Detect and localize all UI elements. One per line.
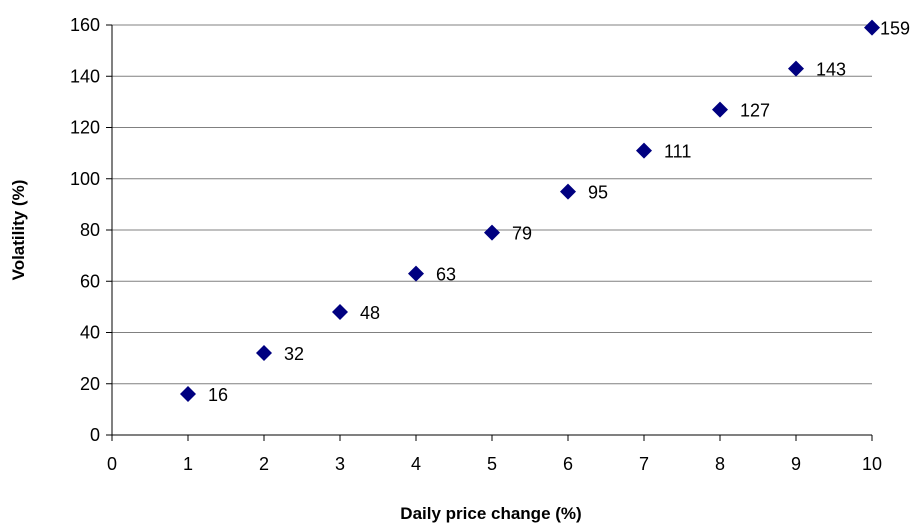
y-tick-label: 20 [80, 374, 100, 394]
x-tick-label: 10 [862, 454, 882, 474]
data-points [180, 19, 880, 402]
x-tick-label: 0 [107, 454, 117, 474]
data-point [712, 101, 728, 118]
data-point [864, 19, 880, 36]
data-point [256, 345, 272, 361]
x-tick-label: 9 [791, 454, 801, 474]
x-axis-title: Daily price change (%) [400, 504, 581, 523]
data-label: 159 [880, 19, 910, 39]
y-tick-label: 120 [70, 118, 100, 138]
data-label: 79 [512, 224, 532, 244]
data-label: 16 [208, 385, 228, 405]
data-label: 143 [816, 60, 846, 80]
data-point [560, 183, 576, 200]
y-tick-label: 40 [80, 323, 100, 343]
data-labels: 16 32 48 63 79 95 111 127 143 159 [208, 19, 910, 405]
data-point [788, 60, 804, 77]
data-label: 95 [588, 183, 608, 203]
data-point [408, 265, 424, 282]
data-label: 63 [436, 265, 456, 285]
data-point [636, 142, 652, 159]
x-tick-label: 2 [259, 454, 269, 474]
data-point [332, 304, 348, 320]
y-tick-label: 80 [80, 220, 100, 240]
data-label: 48 [360, 303, 380, 323]
tick-labels: 0 20 40 60 80 100 120 140 160 0 1 2 3 4 5 6 7 8 9 10 [70, 15, 882, 474]
data-point [484, 224, 500, 241]
x-tick-label: 7 [639, 454, 649, 474]
gridlines [112, 24, 872, 385]
y-axis-title: Volatility (%) [9, 180, 28, 281]
x-tick-label: 5 [487, 454, 497, 474]
data-point [180, 386, 196, 402]
y-tick-label: 60 [80, 271, 100, 291]
x-tick-label: 8 [715, 454, 725, 474]
ticks [106, 24, 873, 441]
x-tick-label: 4 [411, 454, 421, 474]
x-tick-label: 3 [335, 454, 345, 474]
y-tick-label: 100 [70, 169, 100, 189]
y-tick-label: 140 [70, 66, 100, 86]
data-label: 127 [740, 101, 770, 121]
y-tick-label: 160 [70, 15, 100, 35]
x-tick-label: 6 [563, 454, 573, 474]
x-tick-label: 1 [183, 454, 193, 474]
y-tick-label: 0 [90, 425, 100, 445]
data-label: 111 [664, 142, 691, 162]
data-label: 32 [284, 344, 304, 364]
